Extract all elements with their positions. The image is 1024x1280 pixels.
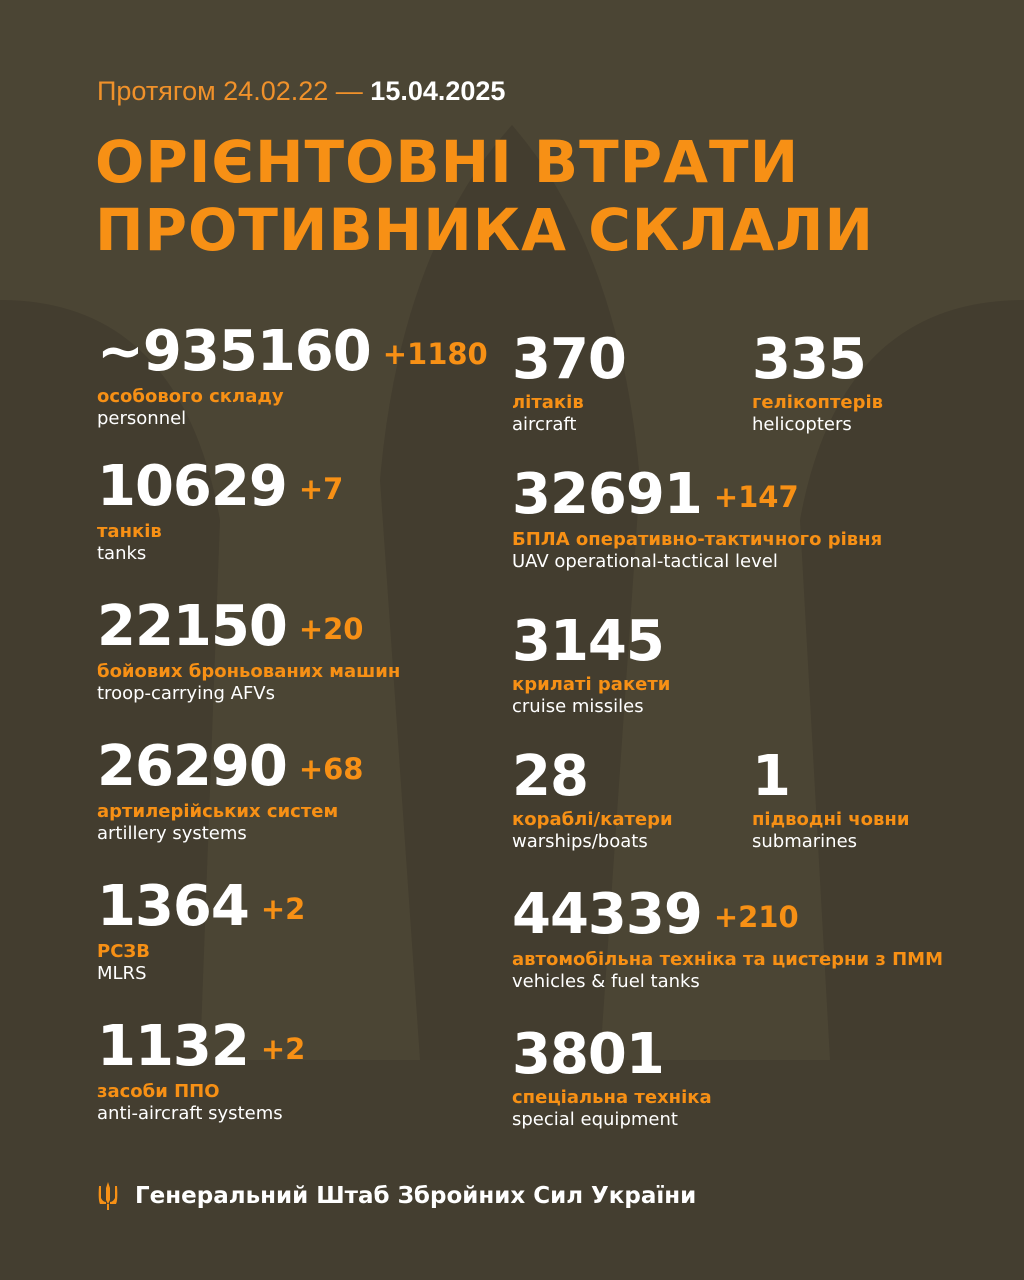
stat-value: 1132 +2: [97, 1017, 305, 1079]
stat-label-en: helicopters: [752, 414, 852, 435]
stat-label-en: warships/boats: [512, 831, 648, 852]
stat-special-equipment: 3801 спеціальна техніка special equipment: [512, 1025, 712, 1131]
title-line-2: ПРОТИВНИКА СКЛАЛИ: [95, 196, 874, 264]
stat-label-ua: крилаті ракети: [512, 674, 671, 695]
stat-value: 3801: [512, 1025, 712, 1085]
stat-label-en: MLRS: [97, 963, 147, 984]
stat-vehicles-fuel-tanks: 44339 +210 автомобільна техніка та цистерн…: [512, 885, 943, 993]
stat-aircraft: 370 літаків aircraft: [512, 327, 627, 436]
stat-label-en: artillery systems: [97, 823, 247, 844]
stat-label-en: troop-carrying AFVs: [97, 683, 275, 704]
stat-warships-boats: 28 кораблі/катери warships/boats: [512, 747, 673, 853]
period-start: Протягом 24.02.22 —: [97, 76, 363, 106]
stat-label-ua: артилерійських систем: [97, 801, 339, 822]
footer-text: Генеральний Штаб Збройних Сил України: [135, 1183, 697, 1209]
stat-number: 1: [752, 744, 791, 809]
stat-label-ua: кораблі/катери: [512, 809, 673, 830]
stat-delta: +20: [298, 612, 364, 646]
footer: Генеральний Штаб Збройних Сил України: [97, 1182, 696, 1210]
stat-label-en: anti-aircraft systems: [97, 1103, 283, 1124]
stat-number: 370: [512, 327, 627, 392]
stat-value: 44339 +210: [512, 885, 943, 947]
stat-number: 10629: [97, 454, 288, 519]
stat-number: 3145: [512, 609, 665, 674]
stat-delta: +2: [260, 1032, 306, 1066]
stat-number: ~935160: [97, 319, 372, 384]
stat-label-en: tanks: [97, 543, 147, 564]
stat-value: 22150 +20: [97, 597, 400, 659]
stat-label-ua: особового складу: [97, 386, 284, 407]
stat-number: 3801: [512, 1022, 665, 1087]
stat-label-ua: автомобільна техніка та цистерни з ПММ: [512, 949, 943, 970]
stat-value: 28: [512, 747, 673, 807]
stat-number: 1132: [97, 1014, 250, 1079]
stat-number: 44339: [512, 882, 703, 947]
title-line-1: ОРІЄНТОВНІ ВТРАТИ: [95, 128, 800, 196]
stat-label-ua: літаків: [512, 392, 584, 413]
stat-delta: +210: [713, 900, 799, 934]
stat-tanks: 10629 +7 танків tanks: [97, 457, 343, 565]
period: Протягом 24.02.22 — 15.04.2025: [97, 76, 505, 107]
stat-value: 3145: [512, 612, 670, 672]
stat-label-ua: бойових броньованих машин: [97, 661, 401, 682]
stat-anti-aircraft-systems: 1132 +2 засоби ППО anti-aircraft systems: [97, 1017, 305, 1125]
stat-number: 22150: [97, 594, 288, 659]
stat-value: 1364 +2: [97, 877, 305, 939]
stat-artillery-systems: 26290 +68 артилерійських систем artillery s…: [97, 737, 363, 845]
stat-label-en: UAV operational-tactical level: [512, 551, 778, 572]
stat-label-ua: танків: [97, 521, 162, 542]
stat-number: 32691: [512, 462, 703, 527]
stat-delta: +2: [260, 892, 306, 926]
stat-value: 335: [752, 330, 883, 390]
stat-personnel: ~935160 +1180 особового складу personnel: [97, 322, 488, 430]
stat-number: 1364: [97, 874, 250, 939]
stat-number: 335: [752, 327, 867, 392]
stat-delta: +1180: [382, 337, 488, 371]
stat-value: 32691 +147: [512, 465, 882, 527]
stat-label-en: aircraft: [512, 414, 577, 435]
stat-troop-carrying-afvs: 22150 +20 бойових броньованих машин troop-c…: [97, 597, 400, 705]
stat-label-ua: гелікоптерів: [752, 392, 884, 413]
stat-label-en: personnel: [97, 408, 187, 429]
stat-label-en: cruise missiles: [512, 696, 644, 717]
stat-label-ua: спеціальна техніка: [512, 1087, 712, 1108]
stat-delta: +7: [298, 472, 344, 506]
period-end: 15.04.2025: [370, 76, 506, 106]
stat-mlrs: 1364 +2 РСЗВ MLRS: [97, 877, 305, 985]
stat-number: 28: [512, 744, 589, 809]
trident-icon: [98, 1182, 118, 1210]
stat-label-ua: засоби ППО: [97, 1081, 220, 1102]
stat-number: 26290: [97, 734, 288, 799]
stat-value: 370: [512, 327, 627, 392]
stat-label-ua: БПЛА оперативно-тактичного рівня: [512, 529, 883, 550]
stat-value: 10629 +7: [97, 457, 343, 519]
stat-label-en: vehicles & fuel tanks: [512, 971, 700, 992]
stat-label-en: submarines: [752, 831, 858, 852]
stat-label-ua: РСЗВ: [97, 941, 150, 962]
stat-submarines: 1 підводні човни submarines: [752, 747, 909, 853]
stat-delta: +147: [713, 480, 799, 514]
stat-value: ~935160 +1180: [97, 322, 488, 384]
stat-label-ua: підводні човни: [752, 809, 910, 830]
stat-label-en: special equipment: [512, 1109, 678, 1130]
page-title: ОРІЄНТОВНІ ВТРАТИ ПРОТИВНИКА СКЛАЛИ: [95, 128, 874, 264]
stat-delta: +68: [298, 752, 364, 786]
stat-value: 1: [752, 747, 909, 807]
stat-value: 26290 +68: [97, 737, 363, 799]
stat-cruise-missiles: 3145 крилаті ракети cruise missiles: [512, 612, 670, 718]
stat-helicopters: 335 гелікоптерів helicopters: [752, 330, 883, 436]
stat-uav-operational-tactical-level: 32691 +147 БПЛА оперативно-тактичного рівн…: [512, 465, 882, 573]
